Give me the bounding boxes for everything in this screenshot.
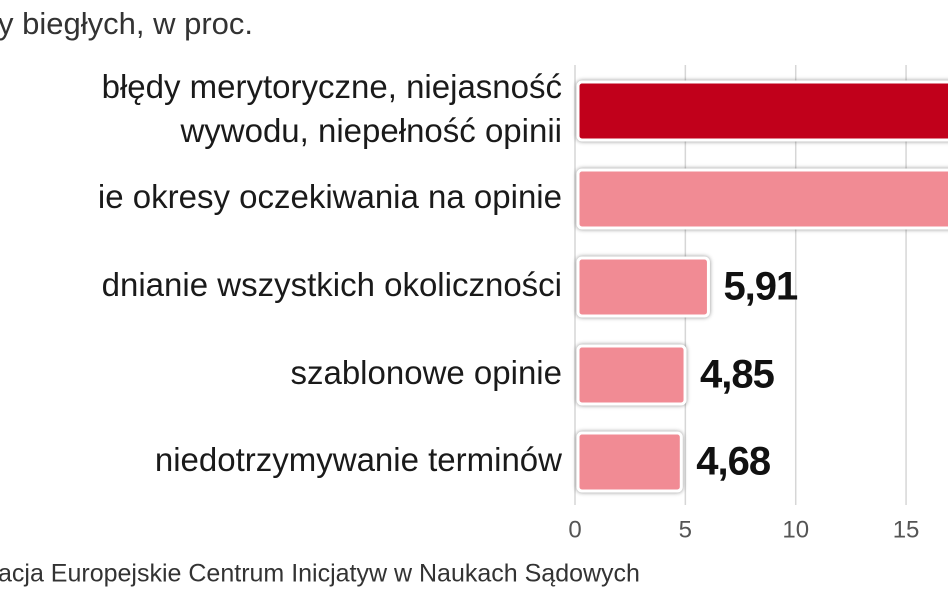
category-label: niedotrzymywanie terminów: [155, 441, 562, 478]
x-tick-label: 0: [568, 516, 581, 543]
chart-title: y biegłych, w proc.: [0, 6, 253, 41]
category-label: błędy merytoryczne, niejasność wywodu, ni…: [102, 68, 562, 149]
category-label: ie okresy oczekiwania na opinie: [98, 178, 562, 215]
value-label: 4,68: [696, 440, 771, 484]
x-tick-label: 15: [893, 516, 920, 543]
bar: [576, 256, 710, 318]
value-label: 4,85: [700, 353, 775, 397]
bar: [576, 431, 683, 493]
x-tick-label: 5: [679, 516, 692, 543]
source: acja Europejskie Centrum Inicjatyw w Nau…: [0, 560, 640, 588]
bar: [576, 80, 948, 142]
value-label: 5,91: [723, 265, 798, 309]
bar: [576, 344, 687, 406]
category-label: szablonowe opinie: [290, 354, 562, 391]
bar: [576, 168, 948, 230]
x-tick-label: 10: [782, 516, 809, 543]
category-label: dnianie wszystkich okoliczności: [102, 266, 562, 303]
